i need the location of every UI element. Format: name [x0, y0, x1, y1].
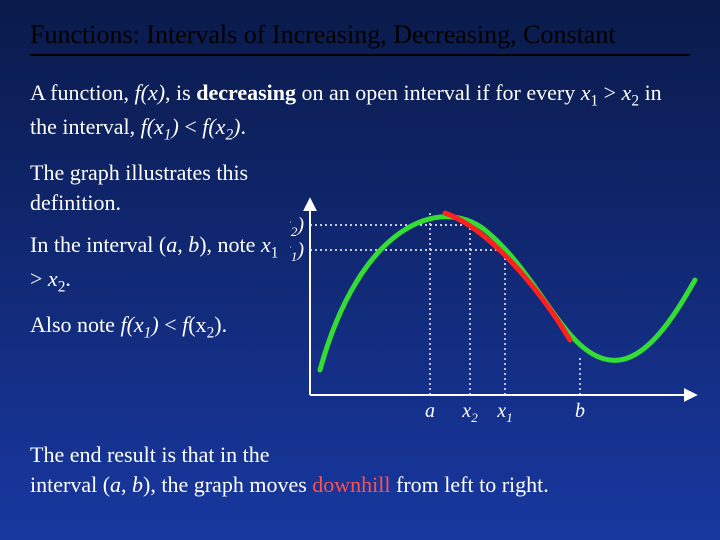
pe-post: ), the graph moves	[143, 472, 312, 497]
pe-mid: ,	[121, 472, 132, 497]
def-x1: x	[581, 80, 591, 105]
pi-end: .	[65, 266, 71, 291]
def-keyword: decreasing	[196, 80, 296, 105]
pa-end: .	[222, 312, 228, 337]
pe-downhill: downhill	[312, 472, 390, 497]
pi-x1s: 1	[271, 244, 279, 261]
pi-x2: x	[48, 266, 58, 291]
def-end: .	[240, 114, 246, 139]
graph-area: f(x2)f(x1) a x2 x1 b	[290, 195, 700, 425]
svg-text:b: b	[575, 400, 585, 422]
def-x2sub: 2	[631, 92, 639, 109]
def-lt: <	[179, 114, 202, 139]
pa-lt: <	[159, 312, 182, 337]
pi-m1: ,	[177, 232, 188, 257]
para-illustrates: The graph illustrates this definition.	[30, 158, 290, 217]
para-interval: In the interval (a, b), note x1 > x2.	[30, 230, 290, 298]
def-fx1: f(x	[141, 114, 164, 139]
pe-l1: The end result is that in the	[30, 442, 270, 467]
def-fx1c: )	[171, 114, 178, 139]
pe-a: a	[110, 472, 121, 497]
para-alsonote: Also note f(x1) < f(x2).	[30, 310, 290, 344]
svg-text:x1: x1	[496, 400, 512, 425]
pi-x1: x	[261, 232, 271, 257]
def-fx: f(x)	[135, 80, 166, 105]
pe-pre2: interval (	[30, 472, 110, 497]
def-x2: x	[622, 80, 632, 105]
left-text-column: The graph illustrates this definition. I…	[30, 158, 290, 344]
pe-post2: from left to right.	[391, 472, 549, 497]
function-graph: f(x2)f(x1) a x2 x1 b	[290, 195, 700, 425]
pa-fx1: f(x	[120, 312, 143, 337]
pi-m2: ), note	[199, 232, 261, 257]
def-gt: >	[598, 80, 621, 105]
pa-fx2c: )	[214, 312, 221, 337]
pi-gt: >	[30, 266, 48, 291]
slide: Functions: Intervals of Increasing, Decr…	[0, 0, 720, 540]
slide-title: Functions: Intervals of Increasing, Decr…	[30, 20, 690, 56]
pa-fx1c: )	[151, 312, 158, 337]
pi-pre: In the interval (	[30, 232, 166, 257]
pa-fx2b: (x	[188, 312, 206, 337]
pi-b: b	[188, 232, 199, 257]
end-result-paragraph: The end result is that in the interval (…	[30, 440, 690, 499]
svg-text:x2: x2	[461, 400, 478, 425]
svg-text:a: a	[425, 400, 435, 422]
def-mid2: on an open interval if for every	[296, 80, 581, 105]
svg-text:f(x2): f(x2)	[290, 214, 304, 239]
pa-pre: Also note	[30, 312, 120, 337]
definition-paragraph: A function, f(x), is decreasing on an op…	[30, 78, 690, 146]
svg-text:f(x1): f(x1)	[290, 239, 304, 264]
pe-b: b	[132, 472, 143, 497]
def-mid1: , is	[165, 80, 196, 105]
def-fx2: f(x	[202, 114, 225, 139]
pi-a: a	[166, 232, 177, 257]
def-pre: A function,	[30, 80, 135, 105]
def-fx2sub: 2	[225, 127, 233, 144]
